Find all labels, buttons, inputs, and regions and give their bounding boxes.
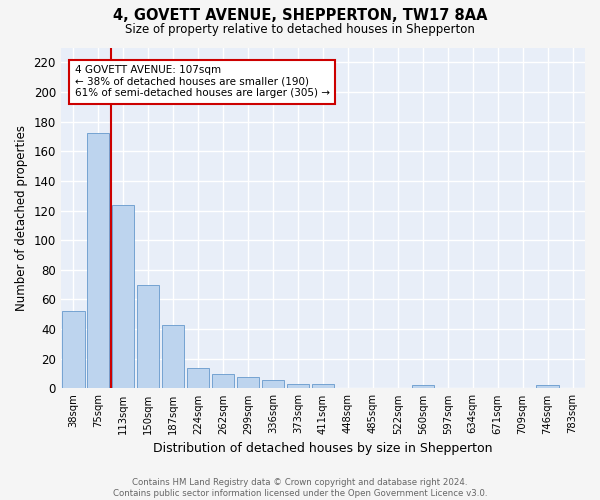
Y-axis label: Number of detached properties: Number of detached properties xyxy=(15,125,28,311)
Bar xyxy=(262,380,284,388)
Text: 4 GOVETT AVENUE: 107sqm
← 38% of detached houses are smaller (190)
61% of semi-d: 4 GOVETT AVENUE: 107sqm ← 38% of detache… xyxy=(74,66,329,98)
Text: Size of property relative to detached houses in Shepperton: Size of property relative to detached ho… xyxy=(125,22,475,36)
Bar xyxy=(212,374,234,388)
Bar xyxy=(412,386,434,388)
Bar xyxy=(162,324,184,388)
Text: 4, GOVETT AVENUE, SHEPPERTON, TW17 8AA: 4, GOVETT AVENUE, SHEPPERTON, TW17 8AA xyxy=(113,8,487,22)
Bar xyxy=(311,384,334,388)
Bar xyxy=(62,312,85,388)
Text: Contains HM Land Registry data © Crown copyright and database right 2024.
Contai: Contains HM Land Registry data © Crown c… xyxy=(113,478,487,498)
Bar xyxy=(536,386,559,388)
Bar xyxy=(87,134,109,388)
X-axis label: Distribution of detached houses by size in Shepperton: Distribution of detached houses by size … xyxy=(153,442,493,455)
Bar xyxy=(287,384,309,388)
Bar xyxy=(112,204,134,388)
Bar xyxy=(137,284,160,389)
Bar xyxy=(237,376,259,388)
Bar xyxy=(187,368,209,388)
